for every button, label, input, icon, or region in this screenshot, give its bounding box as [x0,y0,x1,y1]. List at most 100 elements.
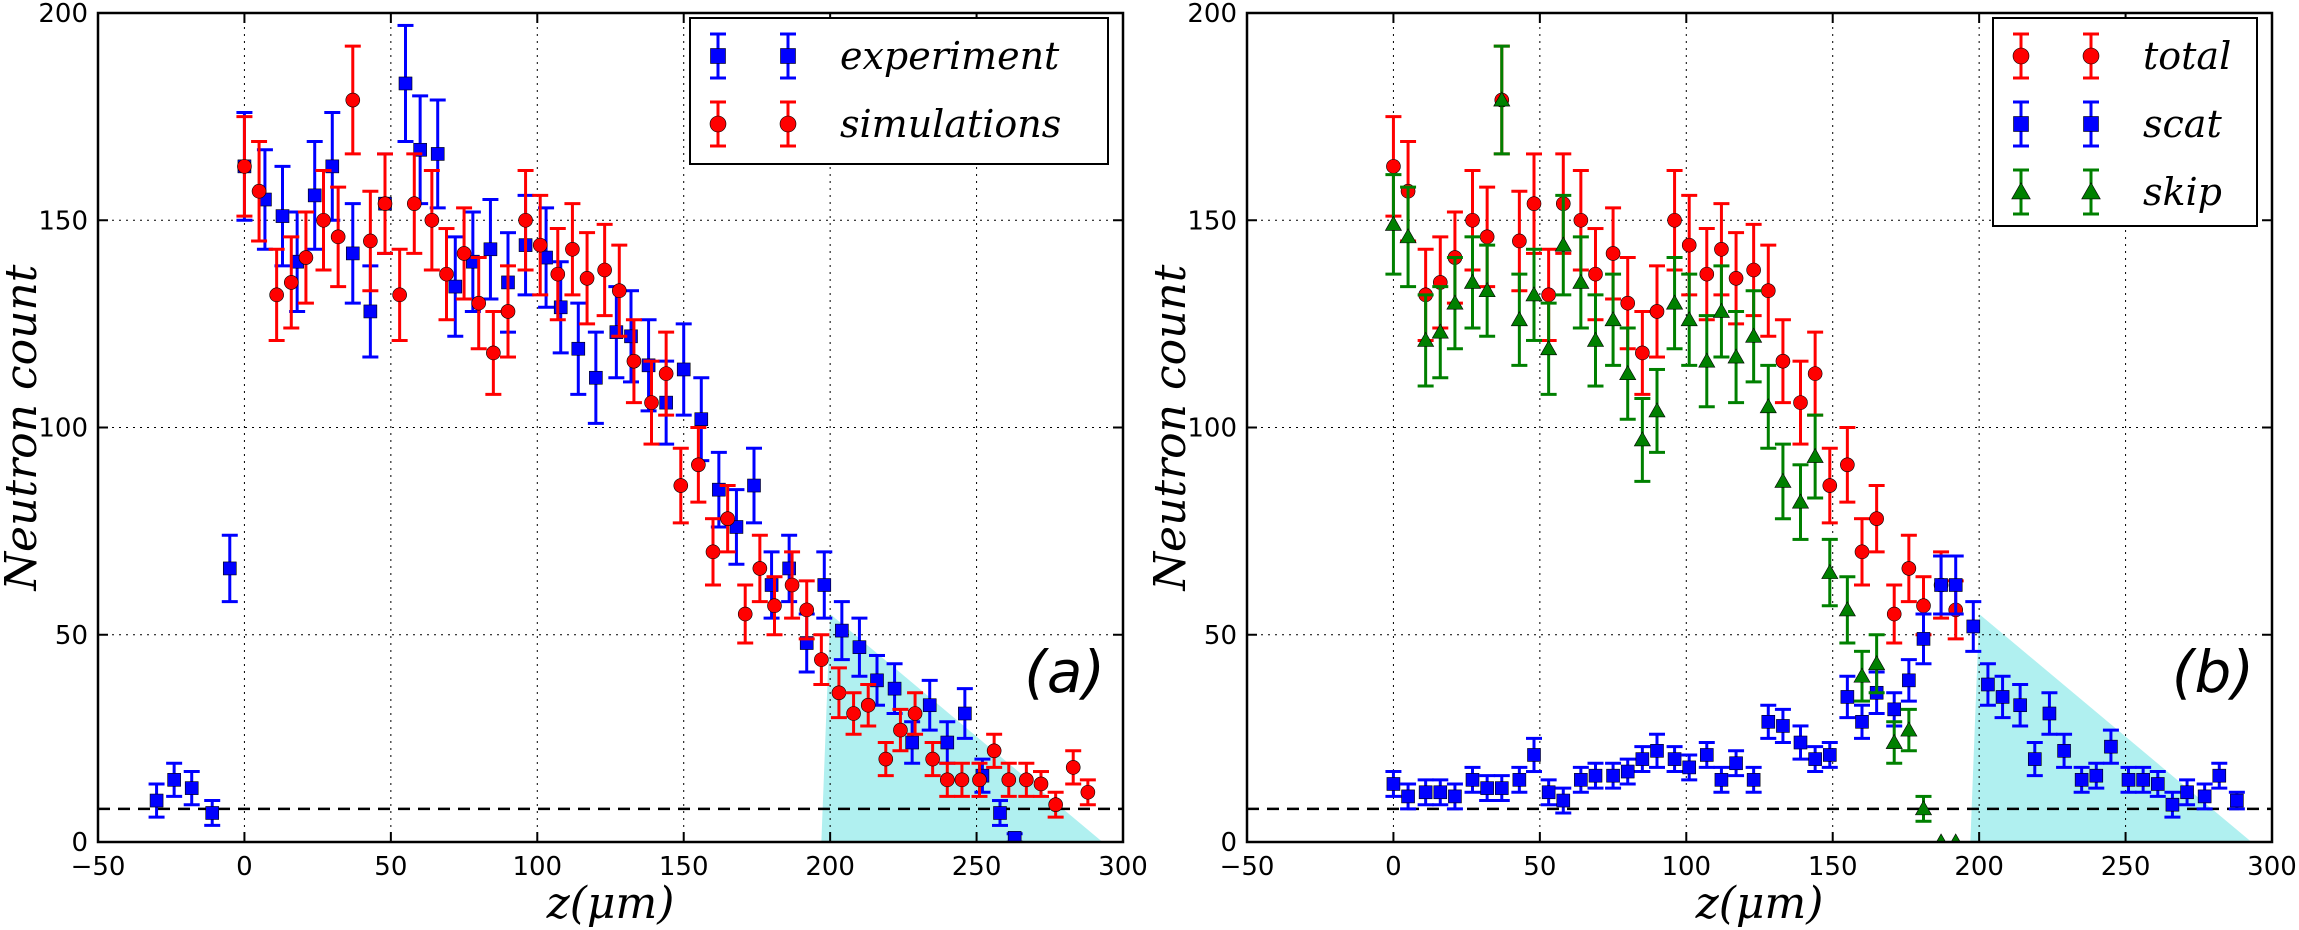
chart-b-point-skip [1774,472,1792,488]
chart-a-point-experiment [747,478,761,493]
chart-b-ytick-label: 100 [1187,414,1237,444]
chart-b-point-skip [1698,352,1716,368]
chart-b-point-skip [1633,431,1651,447]
chart-b-point-total [1728,270,1744,286]
chart-b-point-scat [1480,781,1494,795]
chart-a-point-experiment [676,362,691,377]
chart-b-point-total [1901,561,1917,576]
chart-b-legend-label-scat: scat [2143,102,2222,146]
chart-a-point-simulations [611,283,627,299]
chart-b-point-skip [1510,311,1528,327]
chart-a-legend-marker-simulations [709,115,727,133]
chart-a-point-simulations [1019,772,1034,788]
chart-b-point-scat [1433,785,1448,800]
chart-b-ytick-label: 50 [1204,621,1237,651]
chart-b-xtick-label: 0 [1385,852,1402,882]
chart-b-point-scat [1855,714,1869,729]
chart-b-legend-label-skip: skip [2143,170,2222,214]
chart-a-point-simulations [471,295,487,311]
chart-b-point-scat [2230,793,2244,808]
chart-b-point-skip [1417,331,1435,347]
chart-a-point-simulations [986,743,1002,759]
chart-b-point-skip [1384,215,1403,231]
chart-a-point-experiment [835,623,849,638]
chart-b-point-scat [1386,777,1401,791]
chart-b-point-skip [1745,327,1763,343]
chart-a-point-experiment [167,773,181,787]
chart-b-point-skip [1914,800,1933,816]
chart-b-point-scat [1916,632,1931,646]
chart-a-shaded-region [821,614,1103,842]
chart-a-point-simulations [565,241,580,257]
chart-a-point-experiment [205,806,220,820]
chart-a-point-simulations [486,345,501,361]
chart-a-point-simulations [644,395,659,410]
chart-a-point-simulations [1001,772,1017,788]
chart-a-point-simulations [579,270,595,286]
chart-b-point-scat [1682,760,1697,775]
chart-b-point-skip [1853,667,1871,683]
chart-b-point-skip [1478,282,1496,298]
chart-b-point-skip [1712,302,1731,318]
chart-b-point-skip [1493,91,1511,107]
chart-a-point-experiment [149,793,164,808]
chart-b-point-skip [1791,493,1810,509]
chart-b-point-scat [1512,773,1527,787]
chart-a-point-simulations [705,544,721,560]
chart-b-point-scat [1966,619,1981,634]
chart-b-point-scat [1401,789,1415,804]
chart-b-point-scat [1776,719,1790,733]
chart-b-point-scat [1808,752,1822,766]
chart-b-point-skip [1554,236,1572,252]
chart-a-xtick-label: 0 [236,852,253,882]
chart-b-point-skip [1648,402,1666,418]
chart-a-point-simulations [392,287,407,303]
chart-b-point-skip [1572,273,1590,289]
chart-b-point-scat [2150,777,2165,791]
chart-b-panel-label: (b) [2172,638,2254,706]
chart-b-point-total [1854,544,1870,560]
chart-a-point-experiment [483,242,498,257]
chart-b-point-skip [1900,721,1918,737]
chart-a-xtick-label: 50 [374,852,407,882]
chart-a-point-experiment [307,188,322,203]
chart-a-point-experiment [184,781,199,795]
chart-b-point-skip [1665,294,1684,310]
chart-a-point-simulations [939,772,955,788]
chart-a-point-simulations [860,697,876,713]
chart-b-point-total [1793,395,1808,410]
chart-b-point-scat [1465,773,1480,787]
chart-b-series-skip [1384,44,1961,842]
chart-a-point-experiment [729,520,744,534]
chart-b-point-total [1605,246,1621,261]
chart-a-point-experiment [553,300,568,315]
chart-b-point-scat [1981,677,1995,692]
chart-a-point-simulations [363,233,378,249]
chart-b-point-skip [1727,348,1745,364]
chart-a-point-experiment [940,735,955,750]
chart-b-point-skip [1680,311,1698,327]
chart-b-point-skip [1759,398,1777,414]
chart-a-xtick-label: 300 [1098,852,1148,882]
chart-b-point-total [1775,353,1791,369]
chart-b-point-skip [1399,228,1417,244]
chart-b-series-scat [1385,554,2245,819]
chart-b-point-total [1386,159,1401,174]
chart-b-point-skip [1868,655,1886,671]
chart-a-point-simulations [814,652,829,667]
chart-b-point-scat [1620,764,1635,779]
chart-b-point-skip [1604,311,1622,327]
chart-b-point-skip [1446,294,1464,310]
chart-a-point-simulations [377,196,393,211]
chart-a-point-experiment [398,76,413,91]
chart-b-point-scat [2057,744,2071,758]
chart-a-xtick-label: 200 [805,852,855,882]
chart-b-point-skip [1821,563,1839,579]
chart-b-point-scat [1606,768,1620,783]
chart-a-legend-label-experiment: experiment [840,34,1060,78]
chart-b-point-scat [1840,690,1855,704]
chart-b-ytick-label: 0 [1220,828,1237,858]
chart-b-point-scat [2042,706,2057,721]
chart-a-point-simulations [673,478,689,493]
